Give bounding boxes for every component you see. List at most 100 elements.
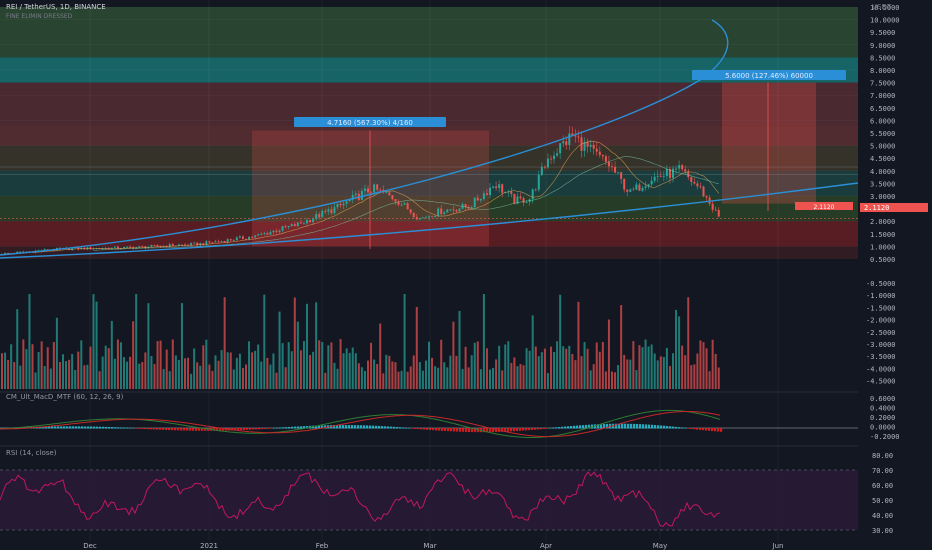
rsi-label: RSI (14, close) (6, 449, 57, 457)
macd-histogram-bar (150, 428, 153, 430)
candle-body (714, 209, 717, 211)
candle-body (485, 193, 488, 195)
volume-bar (296, 321, 299, 389)
macd-histogram-bar (279, 427, 282, 429)
macd-histogram-bar (711, 428, 714, 432)
price-zone (0, 170, 858, 196)
candle-body (696, 183, 699, 187)
volume-bar (333, 362, 336, 389)
candle-body (150, 245, 153, 247)
macd-histogram-bar (555, 427, 558, 429)
volume-bar (229, 352, 232, 389)
candle-body (373, 184, 376, 193)
macd-histogram-bar (675, 426, 678, 429)
measure-label-2-bg[interactable] (692, 70, 846, 80)
macd-histogram-bar (393, 426, 396, 429)
macd-histogram-bar (282, 427, 285, 429)
volume-bar (568, 345, 571, 389)
volume-bar (501, 370, 504, 389)
volume-bar (696, 353, 699, 389)
volume-bar (321, 341, 324, 389)
price-axis-bg[interactable] (858, 0, 932, 550)
volume-bar (34, 372, 37, 389)
measure-box-1[interactable] (252, 130, 489, 247)
candle-body (138, 246, 141, 248)
macd-histogram-bar (261, 428, 264, 430)
volume-tick: -3.5000 (866, 353, 896, 361)
measure-box-2[interactable] (722, 82, 816, 204)
macd-histogram-bar (183, 428, 186, 431)
lower-curve[interactable] (0, 182, 859, 259)
volume-bar (290, 351, 293, 389)
volume-bar (586, 348, 589, 389)
macd-histogram-bar (21, 427, 24, 429)
candle-body (299, 222, 302, 224)
macd-histogram-bar (621, 423, 624, 429)
volume-bar (37, 352, 40, 389)
candle-body (129, 246, 132, 248)
volume-bar (135, 294, 138, 389)
time-axis[interactable]: Dec 2021 Feb Mar Apr May Jun (0, 540, 858, 550)
volume-bar (80, 340, 83, 389)
volume-bar (141, 362, 144, 389)
volume-bar (537, 356, 540, 389)
candle-body (519, 196, 522, 199)
volume-bar (351, 347, 354, 389)
volume-bar (214, 355, 217, 389)
macd-histogram-bar (651, 424, 654, 429)
candle-body (367, 188, 369, 193)
macd-histogram-bar (435, 428, 438, 431)
macd-histogram-bar (699, 428, 702, 430)
volume-bar (662, 356, 665, 389)
candle-body (199, 243, 202, 246)
volume-bar (43, 366, 46, 389)
candle-body (156, 245, 159, 247)
volume-bar (324, 372, 327, 389)
volume-bar (92, 294, 95, 389)
volume-bar (342, 353, 345, 389)
candle-body (604, 156, 607, 162)
macd-histogram-bar (639, 424, 642, 429)
volume-bar (656, 360, 659, 389)
candle-body (193, 242, 196, 244)
macd-histogram-bar (321, 425, 324, 429)
candle-body (635, 184, 638, 190)
candle-body (302, 223, 305, 225)
macd-histogram-bar (222, 428, 225, 431)
macd-histogram-bar (111, 427, 114, 429)
candle-body (589, 144, 592, 147)
candle-body (690, 177, 693, 182)
candle-body (620, 172, 623, 179)
candle-body (254, 235, 257, 238)
upper-curve[interactable] (0, 19, 729, 256)
volume-bar (367, 360, 369, 389)
macd-histogram-bar (366, 425, 369, 429)
macd-histogram-bar (177, 428, 180, 431)
measure-label-1-bg[interactable] (294, 117, 446, 127)
volume-bar (89, 346, 92, 389)
macd-histogram-bar (717, 428, 720, 432)
candle-body (394, 199, 397, 202)
candle-body (525, 201, 528, 203)
candle-body (672, 168, 674, 178)
volume-bar (455, 355, 458, 389)
trend-curves[interactable] (0, 19, 859, 259)
candle-body (440, 208, 443, 215)
macd-histogram-bar (648, 424, 651, 429)
candle-body (309, 220, 312, 223)
volume-bar (19, 365, 22, 389)
price-tick: 7.5000 (870, 80, 895, 88)
macd-histogram-bar (657, 425, 660, 429)
candle-body (354, 193, 357, 196)
volume-bar (470, 355, 473, 389)
macd-histogram-bar (483, 428, 486, 433)
volume-bar (119, 342, 122, 389)
volume-bar (461, 368, 464, 389)
volume-tick: -1.5000 (866, 304, 896, 312)
price-axis[interactable]: 10.5000 10.0000 9.5000 9.0000 8.5000 8.0000 7.… (866, 4, 900, 535)
price-tick: 2.0000 (870, 218, 895, 226)
macd-histogram-bar (99, 426, 102, 429)
macd-histogram-bar (549, 427, 552, 429)
